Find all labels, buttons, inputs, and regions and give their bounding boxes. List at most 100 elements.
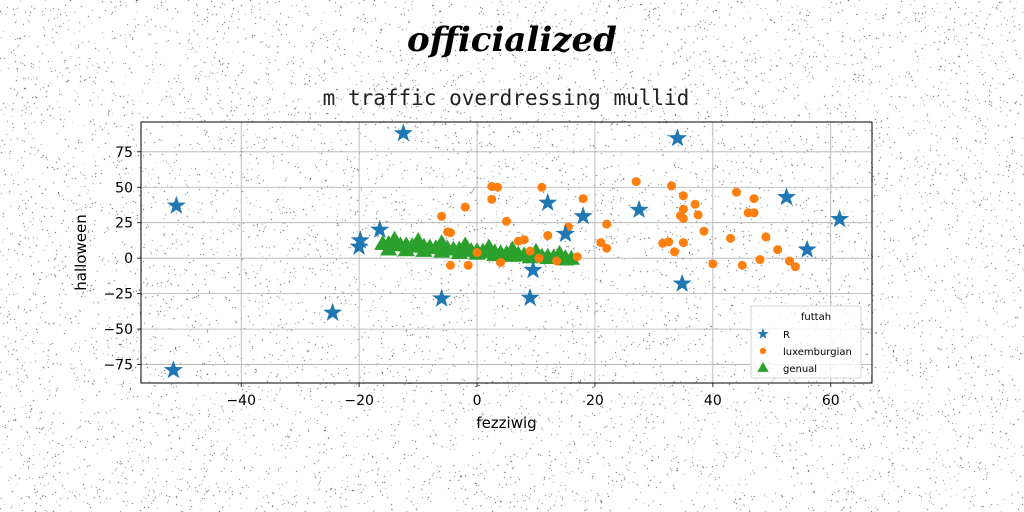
data-point [370, 219, 390, 238]
data-point [737, 260, 747, 270]
data-point [777, 187, 796, 206]
data-point [670, 247, 680, 257]
data-point [678, 204, 688, 214]
figure-suptitle: officialized [407, 20, 617, 60]
data-point [349, 236, 369, 255]
legend-entry: luxemburgian [759, 347, 852, 358]
data-point [163, 360, 183, 379]
data-point [350, 230, 370, 249]
legend-label: R [783, 330, 790, 341]
data-point [437, 211, 447, 221]
data-point [555, 224, 575, 243]
data-point [572, 252, 582, 262]
data-point [539, 249, 557, 265]
data-point [460, 202, 470, 212]
data-point [433, 234, 451, 250]
legend-marker [759, 347, 767, 355]
data-point [393, 123, 413, 142]
data-point [525, 246, 535, 256]
legend-box [750, 305, 862, 379]
x-tick-label: 0 [473, 393, 482, 409]
data-point [523, 260, 543, 279]
data-point [790, 262, 800, 272]
y-tick-label: −75 [103, 358, 133, 374]
data-point [503, 240, 521, 256]
legend-title: futtah [801, 312, 831, 323]
y-tick-label: 50 [115, 180, 133, 196]
data-point [445, 260, 455, 270]
data-point [432, 288, 452, 307]
data-point [496, 257, 506, 267]
data-point [797, 239, 817, 258]
data-point [678, 238, 688, 248]
data-point [486, 246, 504, 262]
data-point [445, 228, 455, 238]
data-point [519, 235, 529, 245]
y-tick-label: −50 [103, 322, 133, 338]
y-axis-ticks: −75 −50 −25 0 25 50 75 [103, 145, 141, 374]
data-point [543, 230, 553, 240]
data-point [773, 245, 783, 255]
legend-marker [757, 362, 769, 372]
data-point [678, 191, 688, 201]
data-point [596, 238, 606, 248]
axes-frame [140, 121, 873, 384]
data-point [755, 255, 765, 265]
data-point [749, 194, 759, 204]
data-point [502, 216, 511, 226]
y-tick-label: −25 [103, 287, 133, 303]
legend-marker [757, 328, 769, 339]
data-point [708, 259, 718, 269]
data-point [472, 248, 482, 257]
data-point [693, 210, 703, 220]
data-point [433, 242, 451, 258]
data-point [551, 244, 569, 260]
data-point [699, 226, 709, 236]
data-point [323, 302, 343, 321]
x-axis-label: fezziwig [476, 414, 536, 432]
x-tick-label: −40 [226, 393, 256, 409]
data-point [493, 182, 503, 192]
x-axis-ticks: −40 −20 0 20 40 60 [226, 383, 840, 409]
y-tick-label: 75 [115, 145, 133, 161]
plot-area [163, 123, 850, 379]
x-tick-label: −20 [344, 393, 374, 409]
data-point [552, 256, 562, 266]
data-point [667, 128, 687, 147]
data-point [761, 232, 771, 242]
data-point [749, 208, 759, 218]
data-point [631, 177, 641, 187]
legend-entry: R [757, 328, 790, 341]
data-point [385, 230, 404, 246]
legend-label: luxemburgian [783, 347, 852, 358]
data-point [415, 242, 433, 257]
legend-label: genual [783, 364, 817, 375]
data-point [456, 236, 474, 252]
data-point [537, 182, 547, 192]
data-point [166, 195, 186, 214]
y-tick-label: 0 [124, 251, 133, 267]
x-tick-label: 40 [704, 393, 722, 409]
data-point [534, 253, 544, 263]
grid-lines [141, 122, 872, 383]
data-point [830, 209, 850, 228]
y-axis-label: halloween [72, 214, 90, 290]
y-tick-label: 25 [115, 216, 133, 232]
data-point [629, 199, 649, 218]
x-tick-label: 60 [822, 393, 840, 409]
data-point [538, 192, 558, 211]
data-point [726, 233, 736, 243]
x-tick-label: 20 [586, 393, 604, 409]
data-point [480, 238, 498, 254]
data-point [463, 260, 473, 270]
axes-title: m traffic overdressing mullid [322, 86, 690, 110]
data-point [520, 287, 540, 306]
series-R [163, 123, 850, 379]
data-point [409, 232, 427, 248]
data-point [450, 244, 468, 260]
data-point [397, 241, 415, 257]
data-point [672, 273, 692, 292]
data-point [731, 187, 741, 197]
